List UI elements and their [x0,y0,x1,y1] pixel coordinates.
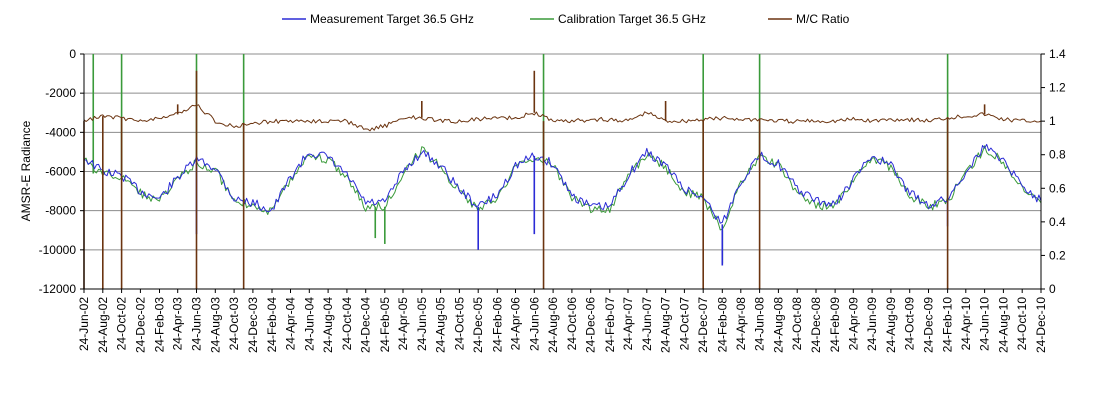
x-tick-label: 24-Oct-04 [340,297,354,351]
right-tick-label: 0.8 [1049,148,1066,162]
series-layer [83,54,1042,289]
x-tick-label: 24-Aug-02 [96,297,110,353]
x-tick-label: 24-Oct-05 [452,297,466,351]
x-tick-label: 24-Apr-03 [171,297,185,351]
x-tick-label: 24-Oct-10 [1015,297,1029,351]
left-tick-label: -8000 [45,204,76,218]
right-axis: 1.4 1.2 1 0.8 0.6 0.4 0.2 0 [1041,47,1066,296]
x-tick-label: 24-Feb-07 [603,297,617,353]
right-tick-label: 0.4 [1049,215,1066,229]
x-tick-label: 24-Dec-09 [922,297,936,353]
x-tick-label: 24-Apr-07 [621,297,635,351]
x-tick-label: 24-Aug-03 [208,297,222,353]
x-tick-label: 24-Jun-03 [190,297,204,351]
x-tick-label: 24-Jun-05 [415,297,429,351]
x-tick-label: 24-Jun-04 [302,297,316,351]
x-tick-label: 24-Oct-08 [790,297,804,351]
left-tick-label: -10000 [39,243,77,257]
x-tick-label: 24-Dec-05 [471,297,485,353]
left-axis: 0 -2000 -4000 -6000 -8000 -10000 -12000 [39,47,84,296]
x-axis: 24-Jun-02 24-Aug-02 24-Oct-02 24-Dec-02 24-F… [77,289,1048,353]
x-tick-label: 24-Feb-09 [828,297,842,353]
x-tick-label: 24-Apr-08 [734,297,748,351]
x-tick-label: 24-Dec-03 [246,297,260,353]
x-tick-label: 24-Jun-08 [753,297,767,351]
y-axis-title-left: AMSR-E Radiance [19,120,33,221]
right-tick-label: 1 [1049,114,1056,128]
x-tick-label: 24-Dec-10 [1034,297,1048,353]
x-tick-label: 24-Apr-10 [959,297,973,351]
right-tick-label: 1.2 [1049,81,1066,95]
x-tick-label: 24-Apr-06 [509,297,523,351]
left-tick-label: -2000 [45,86,76,100]
x-tick-label: 24-Dec-08 [809,297,823,353]
legend-entry: Measurement Target 36.5 GHz [310,12,474,26]
x-tick-label: 24-Feb-06 [490,297,504,353]
x-tick-label: 24-Aug-07 [659,297,673,353]
gridlines [84,53,1041,290]
x-tick-label: 24-Jun-06 [527,297,541,351]
x-tick-label: 24-Feb-03 [153,297,167,353]
right-tick-label: 1.4 [1049,47,1066,61]
x-tick-label: 24-Oct-07 [677,297,691,351]
x-tick-label: 24-Dec-07 [696,297,710,353]
x-tick-label: 24-Dec-06 [584,297,598,353]
x-tick-label: 24-Oct-03 [227,297,241,351]
legend: Measurement Target 36.5 GHz Calibration T… [282,12,850,26]
series-line [83,143,1042,224]
x-tick-label: 24-Feb-05 [378,297,392,353]
x-tick-label: 24-Oct-06 [565,297,579,351]
x-tick-label: 24-Jun-02 [77,297,91,351]
left-tick-label: 0 [69,47,76,61]
x-tick-label: 24-Dec-04 [359,297,373,353]
x-tick-label: 24-Aug-04 [321,297,335,353]
x-tick-label: 24-Aug-06 [546,297,560,353]
x-tick-label: 24-Oct-02 [115,297,129,351]
x-tick-label: 24-Jun-07 [640,297,654,351]
legend-entry: M/C Ratio [796,12,850,26]
x-tick-label: 24-Apr-05 [396,297,410,351]
x-tick-label: 24-Feb-08 [715,297,729,353]
x-tick-label: 24-Aug-05 [434,297,448,353]
x-tick-label: 24-Apr-09 [846,297,860,351]
x-tick-label: 24-Aug-10 [996,297,1010,353]
x-tick-label: 24-Feb-10 [941,297,955,353]
right-tick-label: 0 [1049,282,1056,296]
legend-entry: Calibration Target 36.5 GHz [558,12,706,26]
left-tick-label: -4000 [45,125,76,139]
right-tick-label: 0.2 [1049,248,1066,262]
series-line [83,104,1042,132]
x-tick-label: 24-Oct-09 [903,297,917,351]
left-tick-label: -6000 [45,165,76,179]
x-tick-label: 24-Jun-09 [865,297,879,351]
x-tick-label: 24-Aug-09 [884,297,898,353]
left-tick-label: -12000 [39,282,77,296]
x-tick-label: 24-Aug-08 [771,297,785,353]
right-tick-label: 0.6 [1049,181,1066,195]
x-tick-label: 24-Jun-10 [978,297,992,351]
x-tick-label: 24-Feb-04 [265,297,279,353]
x-tick-label: 24-Dec-02 [133,297,147,353]
x-tick-label: 24-Apr-04 [284,297,298,351]
